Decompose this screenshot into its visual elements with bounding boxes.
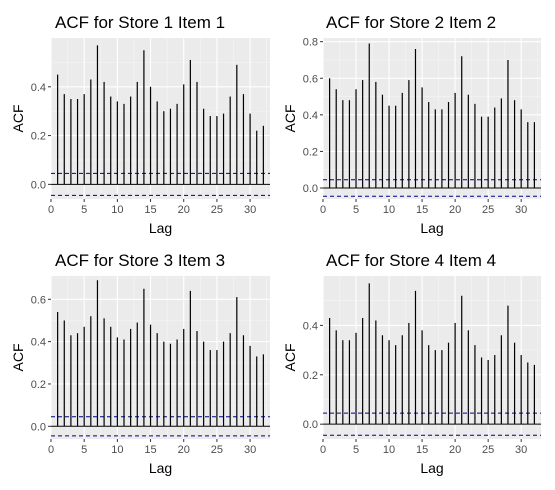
- y-tick-label: 0.4: [303, 320, 318, 332]
- x-tick-label: 30: [515, 444, 527, 456]
- y-tick-label: 0.4: [31, 337, 46, 349]
- acf-panel-3: 0.0 0.2 0.4 0.6 0 5 10 15 20 25 30 ACF for Store 3 …: [10, 251, 270, 476]
- x-tick-label: 5: [353, 444, 359, 456]
- acf-panel-1: 0.0 0.2 0.4 0 5 10 15 20 25 30 ACF for Store 1 Ite…: [10, 13, 270, 236]
- x-tick-label: 10: [111, 204, 123, 216]
- y-axis-title: ACF: [10, 105, 26, 133]
- y-tick-label: 0.6: [303, 73, 318, 85]
- x-tick-label: 25: [211, 204, 223, 216]
- y-axis-title: ACF: [282, 344, 298, 372]
- y-tick-label: 0.0: [303, 419, 318, 431]
- y-tick-label: 0.4: [31, 82, 46, 94]
- chart-title: ACF for Store 1 Item 1: [55, 13, 225, 32]
- x-tick-label: 10: [383, 444, 395, 456]
- y-tick-label: 0.6: [31, 294, 46, 306]
- x-tick-label: 20: [449, 444, 461, 456]
- x-tick-label: 0: [48, 204, 54, 216]
- x-tick-label: 25: [482, 204, 494, 216]
- acf-panel-4: 0.0 0.2 0.4 0 5 10 15 20 25 30 ACF for Store 4 Ite…: [282, 251, 541, 476]
- x-tick-label: 5: [353, 204, 359, 216]
- x-tick-label: 15: [416, 444, 428, 456]
- x-tick-label: 20: [178, 204, 190, 216]
- y-tick-label: 0.8: [303, 37, 318, 49]
- x-tick-label: 15: [144, 204, 156, 216]
- x-tick-label: 25: [211, 444, 223, 456]
- y-tick-label: 0.0: [31, 179, 46, 191]
- y-tick-label: 0.2: [31, 379, 46, 391]
- x-tick-label: 0: [320, 204, 326, 216]
- y-tick-label: 0.2: [303, 370, 318, 382]
- x-tick-label: 5: [81, 204, 87, 216]
- y-tick-label: 0.0: [303, 183, 318, 195]
- x-tick-label: 5: [81, 444, 87, 456]
- chart-title: ACF for Store 2 Item 2: [326, 13, 496, 32]
- y-axis-title: ACF: [10, 344, 26, 372]
- chart-title: ACF for Store 4 Item 4: [326, 251, 496, 270]
- x-tick-label: 30: [244, 204, 256, 216]
- x-tick-label: 15: [416, 204, 428, 216]
- x-axis-title: Lag: [420, 460, 443, 476]
- x-tick-label: 15: [144, 444, 156, 456]
- x-tick-label: 10: [111, 444, 123, 456]
- y-axis-title: ACF: [282, 105, 298, 133]
- x-axis-title: Lag: [149, 220, 172, 236]
- x-tick-label: 20: [449, 204, 461, 216]
- x-tick-label: 10: [383, 204, 395, 216]
- x-tick-label: 0: [320, 444, 326, 456]
- acf-panel-2: 0.0 0.2 0.4 0.6 0.8 0 5 10 15 20 25 30 ACF for Store…: [282, 13, 541, 236]
- chart-title: ACF for Store 3 Item 3: [55, 251, 225, 270]
- y-tick-label: 0.2: [31, 131, 46, 143]
- x-tick-label: 25: [482, 444, 494, 456]
- x-tick-label: 0: [48, 444, 54, 456]
- y-tick-label: 0.0: [31, 421, 46, 433]
- y-tick-label: 0.2: [303, 146, 318, 158]
- y-tick-label: 0.4: [303, 110, 318, 122]
- x-axis-title: Lag: [420, 220, 443, 236]
- x-tick-label: 20: [178, 444, 190, 456]
- x-axis-title: Lag: [149, 460, 172, 476]
- x-tick-label: 30: [244, 444, 256, 456]
- x-tick-label: 30: [515, 204, 527, 216]
